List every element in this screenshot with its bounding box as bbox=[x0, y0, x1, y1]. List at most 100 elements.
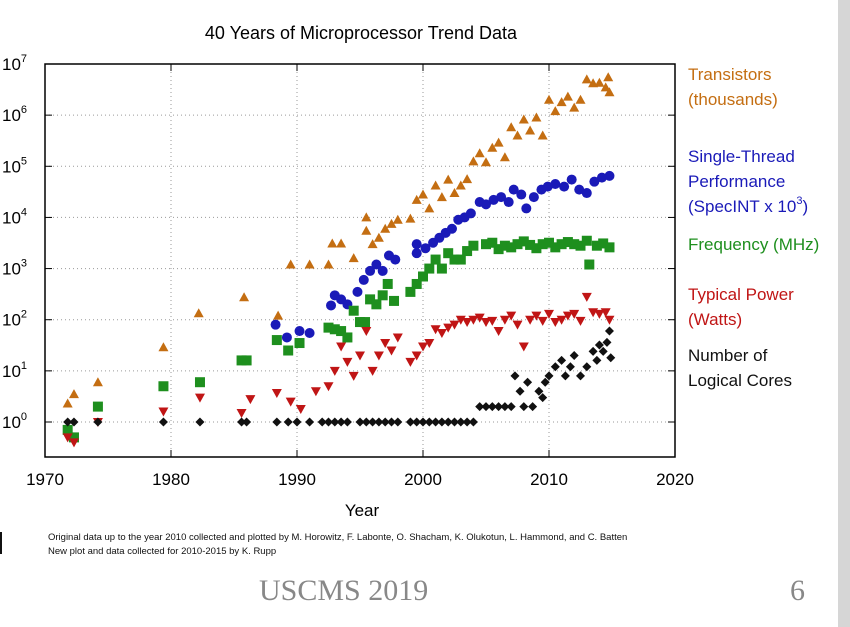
data-point bbox=[93, 417, 103, 427]
data-point bbox=[405, 417, 415, 427]
data-point bbox=[537, 130, 548, 140]
data-point bbox=[194, 393, 205, 403]
data-point bbox=[557, 355, 567, 365]
data-point bbox=[336, 417, 346, 427]
data-point bbox=[374, 417, 384, 427]
data-point bbox=[368, 417, 378, 427]
data-point bbox=[566, 174, 577, 185]
data-point bbox=[342, 357, 353, 367]
data-point bbox=[604, 242, 615, 253]
data-point bbox=[412, 417, 422, 427]
data-point bbox=[556, 97, 567, 107]
data-point bbox=[367, 366, 378, 376]
data-point bbox=[462, 174, 473, 184]
data-point bbox=[361, 417, 371, 427]
data-point bbox=[68, 432, 79, 443]
data-point bbox=[329, 324, 340, 335]
data-point bbox=[581, 188, 592, 199]
data-point bbox=[390, 254, 401, 265]
data-point bbox=[512, 130, 523, 140]
data-point bbox=[531, 112, 542, 122]
data-point bbox=[487, 237, 498, 248]
data-point bbox=[515, 386, 525, 396]
data-point bbox=[355, 317, 365, 328]
data-point bbox=[600, 82, 611, 92]
data-point bbox=[525, 125, 536, 135]
data-point bbox=[386, 346, 397, 356]
data-point bbox=[418, 417, 428, 427]
data-point bbox=[371, 259, 382, 270]
y-tick-label: 100 bbox=[2, 411, 27, 432]
credits: Original data up to the year 2010 collec… bbox=[48, 531, 627, 559]
data-point bbox=[475, 402, 485, 412]
data-point bbox=[418, 342, 428, 352]
data-point bbox=[525, 315, 536, 325]
data-point bbox=[589, 176, 600, 187]
data-point bbox=[519, 402, 529, 412]
data-point bbox=[446, 223, 457, 234]
data-point bbox=[194, 377, 205, 388]
data-point bbox=[443, 323, 454, 333]
data-point bbox=[418, 189, 428, 199]
grid bbox=[44, 63, 676, 457]
data-point bbox=[569, 350, 579, 360]
data-point bbox=[327, 238, 338, 248]
legend-entry-line: (Watts) bbox=[688, 310, 742, 329]
data-point bbox=[481, 318, 491, 328]
data-point bbox=[455, 180, 466, 190]
credits-line-1: Original data up to the year 2010 collec… bbox=[48, 532, 628, 543]
data-point bbox=[512, 320, 523, 330]
legend-entry-line: Single-Thread bbox=[688, 147, 795, 166]
legend-entry-line: (SpecINT x 103) bbox=[688, 195, 808, 216]
data-point bbox=[575, 94, 586, 104]
data-point bbox=[373, 351, 384, 361]
data-point bbox=[481, 157, 491, 167]
data-point bbox=[596, 172, 607, 183]
data-point bbox=[569, 309, 580, 319]
data-point bbox=[581, 235, 592, 246]
data-point bbox=[499, 152, 510, 162]
data-point bbox=[456, 417, 466, 427]
data-point bbox=[594, 340, 604, 350]
data-point bbox=[405, 357, 416, 367]
data-point bbox=[594, 77, 605, 87]
data-point bbox=[270, 319, 281, 330]
x-tick-label: 1970 bbox=[26, 470, 64, 489]
data-point bbox=[562, 91, 573, 101]
data-point bbox=[294, 326, 305, 337]
data-point bbox=[544, 94, 554, 104]
data-point bbox=[518, 236, 529, 247]
data-point bbox=[329, 366, 340, 376]
data-point bbox=[512, 239, 523, 250]
data-point bbox=[537, 316, 548, 326]
data-point bbox=[377, 290, 388, 301]
data-point bbox=[531, 243, 542, 254]
data-point bbox=[506, 122, 517, 132]
data-point bbox=[92, 401, 103, 412]
data-point bbox=[239, 292, 250, 302]
data-point bbox=[450, 417, 459, 427]
data-point bbox=[559, 181, 570, 192]
data-point bbox=[503, 197, 514, 208]
data-point bbox=[365, 294, 376, 305]
data-point bbox=[420, 243, 431, 254]
data-point bbox=[323, 259, 334, 269]
data-point bbox=[550, 179, 561, 190]
data-point bbox=[348, 371, 359, 381]
legend: Transistors (thousands) Single-Thread Perfo… bbox=[688, 65, 819, 390]
data-point bbox=[367, 239, 378, 249]
data-point bbox=[361, 327, 372, 337]
data-point bbox=[437, 417, 447, 427]
data-point bbox=[323, 382, 334, 392]
data-point bbox=[576, 371, 585, 381]
data-point bbox=[600, 308, 611, 318]
data-point bbox=[336, 238, 347, 248]
data-point bbox=[582, 362, 592, 372]
data-point bbox=[405, 213, 416, 223]
data-point bbox=[271, 388, 282, 398]
data-point bbox=[493, 137, 504, 147]
chart-title: 40 Years of Microprocessor Trend Data bbox=[205, 23, 518, 43]
data-point bbox=[377, 265, 388, 276]
data-point bbox=[62, 398, 73, 408]
data-point bbox=[534, 386, 544, 396]
